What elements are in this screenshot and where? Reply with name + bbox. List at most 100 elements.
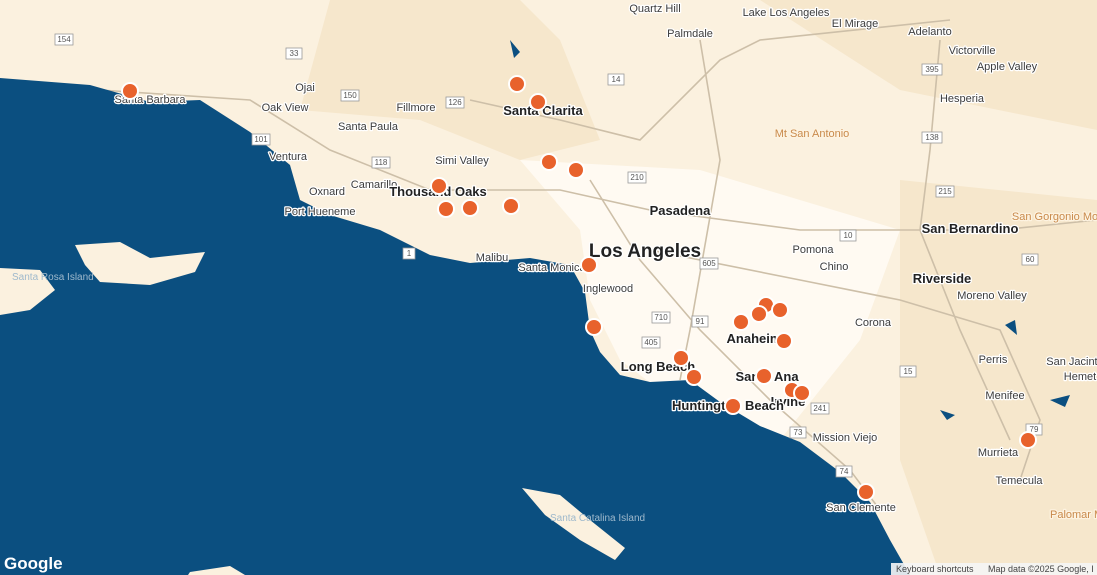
route-shields: 154 33 150 126 101 118 14 210 405 10 15 …: [54, 33, 1043, 478]
route-label: 126: [448, 98, 462, 107]
marker[interactable]: [732, 313, 750, 331]
island-label: Santa Rosa Island: [12, 272, 94, 283]
mountain-label: San Gorgonio Mountain: [1012, 211, 1097, 223]
place-label: El Mirage: [832, 18, 878, 30]
place-label: San Jacinto: [1046, 356, 1097, 368]
place-label: Riverside: [913, 271, 972, 286]
place-label: Fillmore: [396, 102, 435, 114]
place-label: Hesperia: [940, 93, 985, 105]
place-label: San Clemente: [826, 502, 896, 514]
island: [0, 268, 55, 315]
mountain-label: Mt San Antonio: [775, 128, 850, 140]
island: [522, 488, 625, 560]
route-label: 101: [254, 135, 268, 144]
marker[interactable]: [529, 93, 547, 111]
route-label: 395: [925, 65, 939, 74]
place-label: Santa Paula: [338, 121, 399, 133]
route-label: 74: [840, 467, 849, 476]
place-label: Inglewood: [583, 283, 633, 295]
attribution: Map data ©2025 Google, I: [988, 564, 1094, 574]
route-label: 10: [844, 231, 853, 240]
marker[interactable]: [672, 349, 690, 367]
route-label: 60: [1026, 255, 1035, 264]
place-label: Ojai: [295, 82, 315, 94]
marker[interactable]: [585, 318, 603, 336]
place-label: Apple Valley: [977, 61, 1038, 73]
place-label: Anaheim: [727, 331, 782, 346]
footer-bar: [891, 563, 1097, 575]
terrain: [300, 0, 1097, 575]
route-label: 150: [343, 91, 357, 100]
marker[interactable]: [508, 75, 526, 93]
place-label: Los Angeles: [589, 241, 701, 262]
place-label: Palmdale: [667, 28, 713, 40]
place-label: Santa Clarita: [503, 103, 583, 118]
island-label: Santa Catalina Island: [550, 513, 645, 524]
route-label: 210: [630, 173, 644, 182]
place-label: Murrieta: [978, 447, 1019, 459]
place-label: Pasadena: [650, 203, 711, 218]
route-label: 91: [696, 317, 705, 326]
marker[interactable]: [437, 200, 455, 218]
place-label: Pomona: [793, 244, 835, 256]
place-label: Perris: [979, 354, 1008, 366]
place-label: Temecula: [995, 475, 1043, 487]
place-label: Malibu: [476, 252, 508, 264]
marker[interactable]: [121, 82, 139, 100]
place-label: Santa Monica: [518, 262, 586, 274]
route-label: 138: [925, 133, 939, 142]
route-label: 33: [290, 49, 299, 58]
place-label: Mission Viejo: [813, 432, 878, 444]
route-label: 710: [654, 313, 668, 322]
marker[interactable]: [540, 153, 558, 171]
marker[interactable]: [771, 301, 789, 319]
place-label: Simi Valley: [435, 155, 489, 167]
mountain-label: Palomar Mountain: [1050, 509, 1097, 521]
place-label: Oxnard: [309, 186, 345, 198]
route-label: 605: [702, 259, 716, 268]
place-label: Port Hueneme: [285, 206, 356, 218]
route-label: 15: [904, 367, 913, 376]
place-label: Corona: [855, 317, 892, 329]
markers: [121, 75, 1037, 501]
marker[interactable]: [775, 332, 793, 350]
route-label: 14: [612, 75, 621, 84]
route-label: 73: [794, 428, 803, 437]
marker[interactable]: [793, 384, 811, 402]
island: [188, 566, 245, 575]
place-label: Hemet: [1064, 371, 1096, 383]
place-label: Adelanto: [908, 26, 951, 38]
place-label: Victorville: [949, 45, 996, 57]
marker[interactable]: [755, 367, 773, 385]
route-label: 154: [57, 35, 71, 44]
marker[interactable]: [685, 368, 703, 386]
ocean: [0, 78, 910, 575]
logo: Google: [4, 554, 63, 573]
route-label: 79: [1030, 425, 1039, 434]
route-label: 241: [813, 404, 827, 413]
keyboard-shortcuts[interactable]: Keyboard shortcuts: [896, 564, 974, 574]
route-label: 1: [407, 249, 412, 258]
place-label: Ventura: [269, 151, 308, 163]
place-label: San Bernardino: [922, 221, 1019, 236]
route-label: 215: [938, 187, 952, 196]
marker[interactable]: [724, 397, 742, 415]
marker[interactable]: [857, 483, 875, 501]
marker[interactable]: [580, 256, 598, 274]
marker[interactable]: [461, 199, 479, 217]
marker[interactable]: [750, 305, 768, 323]
place-label: Camarillo: [351, 179, 397, 191]
route-label: 405: [644, 338, 658, 347]
marker[interactable]: [430, 177, 448, 195]
place-label: Moreno Valley: [957, 290, 1027, 302]
route-label: 118: [375, 158, 388, 167]
marker[interactable]: [1019, 431, 1037, 449]
place-label: Lake Los Angeles: [743, 7, 830, 19]
marker[interactable]: [567, 161, 585, 179]
place-label: Quartz Hill: [629, 3, 680, 15]
marker[interactable]: [502, 197, 520, 215]
place-label: Menifee: [985, 390, 1024, 402]
place-label: Chino: [820, 261, 849, 273]
